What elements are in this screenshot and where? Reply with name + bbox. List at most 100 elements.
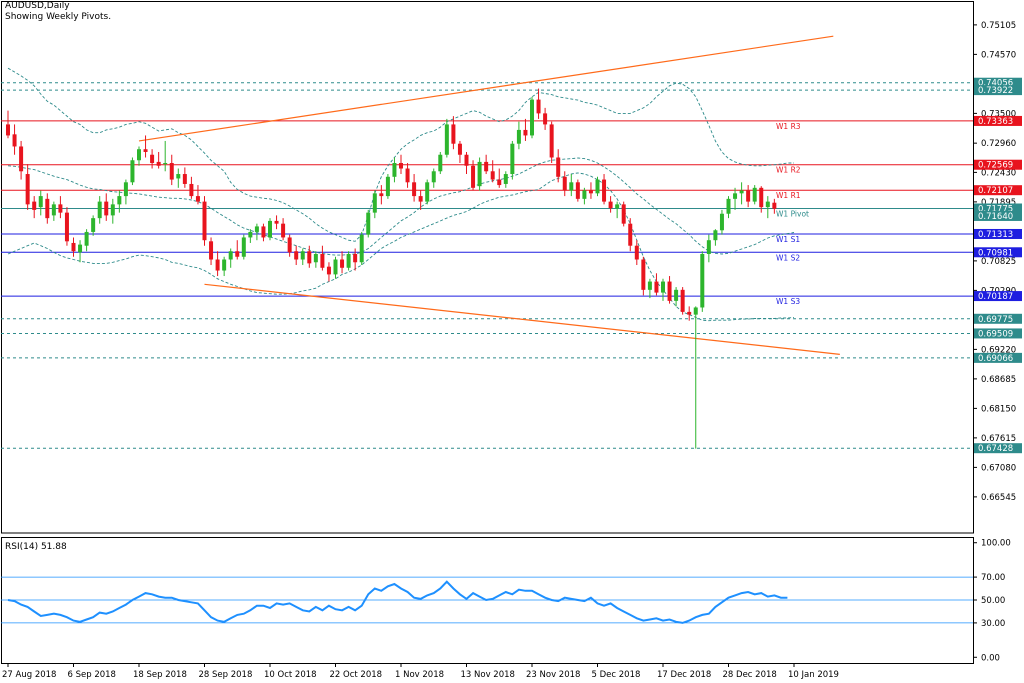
- candle-body: [307, 251, 312, 264]
- pivot-line-label: W1 R2: [776, 166, 801, 175]
- candle-body: [110, 204, 115, 216]
- candle-body: [12, 134, 17, 147]
- y-tick-label: 0.68150: [981, 404, 1016, 414]
- candle-body: [602, 179, 607, 202]
- price-box: [974, 228, 1022, 239]
- candle-body: [195, 196, 200, 202]
- candle-body: [477, 161, 482, 187]
- candle-body: [235, 251, 240, 257]
- price-box-label: 0.69509: [978, 329, 1013, 339]
- candle-body: [431, 171, 436, 183]
- candle-body: [359, 234, 364, 263]
- candle-body: [615, 204, 620, 209]
- candle-body: [543, 113, 548, 125]
- y-tick-label: 0.75105: [981, 21, 1016, 31]
- candle-body: [667, 281, 672, 301]
- pivot-line-label: W1 R1: [776, 191, 801, 200]
- candle-body: [405, 168, 410, 183]
- candle-body: [752, 187, 757, 202]
- rsi-indicator-label: RSI(14) 51.88: [5, 542, 67, 552]
- candle-body: [647, 281, 652, 290]
- candle-body: [451, 124, 456, 144]
- bollinger-lower-band: [7, 172, 795, 322]
- bollinger-middle-band: [7, 157, 795, 256]
- candle-body: [654, 281, 659, 293]
- y-tick-label: 0.66545: [981, 493, 1016, 503]
- price-box-label: 0.67428: [978, 444, 1013, 454]
- candle-body: [706, 240, 711, 254]
- candle-body: [444, 124, 449, 155]
- price-box-label: 0.71313: [978, 230, 1013, 240]
- candle-body: [176, 174, 181, 179]
- candle-body: [182, 174, 187, 184]
- pivot-line-label: W1 S1: [776, 235, 800, 244]
- main-chart-frame: [1, 1, 974, 534]
- candle-body: [399, 163, 403, 169]
- candle-body: [313, 253, 318, 263]
- candle-body: [471, 165, 476, 188]
- candle-body: [150, 154, 155, 164]
- candle-body: [32, 201, 37, 210]
- candle-body: [674, 289, 679, 301]
- candle-body: [6, 124, 10, 136]
- candle-body: [333, 259, 338, 275]
- price-box: [974, 185, 1022, 196]
- candle-body: [634, 245, 639, 260]
- candle-body: [353, 253, 358, 263]
- candle-body: [484, 161, 489, 172]
- candle-body: [392, 163, 397, 177]
- candle-body: [746, 190, 751, 202]
- candle-body: [385, 176, 390, 197]
- candle-body: [71, 242, 76, 252]
- candle-body: [438, 154, 443, 172]
- candle-body: [628, 223, 633, 246]
- pivot-line-label: W1 R3: [776, 122, 801, 131]
- candle-body: [497, 179, 502, 186]
- candle-body: [582, 190, 587, 199]
- candle-body: [45, 198, 50, 219]
- candle-body: [137, 149, 141, 161]
- candle-body: [222, 259, 227, 271]
- candle-body: [104, 201, 109, 216]
- rsi-y-tick-label: 70.00: [981, 573, 1005, 583]
- candle-body: [680, 289, 685, 312]
- x-tick-label: 23 Nov 2018: [526, 670, 580, 680]
- chart-subtitle: Showing Weekly Pivots.: [5, 12, 112, 22]
- y-tick-label: 0.70825: [981, 257, 1016, 267]
- candle-body: [759, 187, 764, 208]
- candle-body: [51, 204, 56, 216]
- y-tick-label: 0.73500: [981, 109, 1016, 119]
- candle-body: [241, 237, 246, 257]
- x-tick-label: 5 Dec 2018: [592, 670, 641, 680]
- candle-body: [97, 201, 102, 219]
- x-tick-label: 18 Sep 2018: [133, 670, 187, 680]
- candle-body: [588, 190, 593, 194]
- candle-body: [300, 251, 305, 260]
- trendline: [138, 35, 834, 142]
- price-box-label: 0.70981: [978, 248, 1013, 258]
- candle-body: [261, 226, 266, 238]
- rsi-y-tick-label: 50.00: [981, 596, 1005, 606]
- candle-body: [562, 176, 567, 191]
- candle-body: [287, 237, 292, 253]
- candle-body: [163, 163, 168, 165]
- candle-body: [713, 230, 718, 241]
- x-tick-label: 28 Dec 2018: [723, 670, 777, 680]
- candle-body: [700, 253, 705, 308]
- candle-body: [608, 201, 613, 209]
- candle-body: [556, 157, 561, 177]
- candle-body: [268, 220, 272, 238]
- candle-body: [169, 163, 174, 180]
- pivot-line-label: W1 S3: [776, 297, 800, 306]
- candle-body: [84, 231, 89, 246]
- candle-body: [641, 259, 646, 290]
- chart-symbol-title: AUDUSD,Daily: [5, 1, 70, 11]
- price-box-label: 0.71775: [978, 205, 1013, 215]
- x-tick-label: 27 Aug 2018: [2, 670, 56, 680]
- candle-body: [274, 220, 279, 224]
- price-box: [974, 328, 1022, 339]
- candle-body: [569, 182, 574, 191]
- price-box: [974, 77, 1022, 88]
- candle-body: [772, 202, 777, 209]
